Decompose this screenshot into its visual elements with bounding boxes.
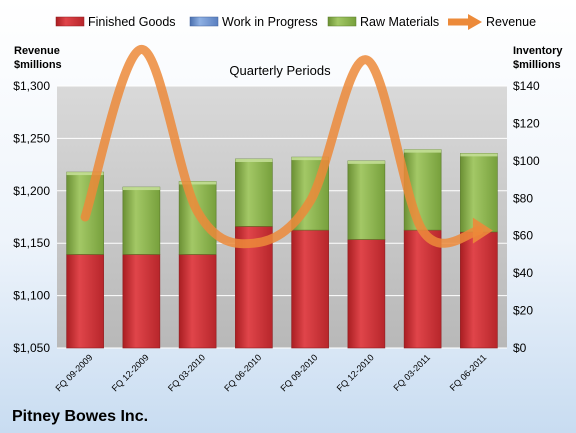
bar-raw-materials-cap	[235, 158, 273, 162]
legend-label-revenue: Revenue	[486, 15, 536, 29]
bar-raw-materials-cap	[66, 172, 104, 176]
left-tick-label: $1,200	[13, 184, 50, 198]
legend-label-raw-materials: Raw Materials	[360, 15, 439, 29]
bar-raw-materials-cap	[179, 181, 217, 185]
bar-finished-goods	[291, 229, 329, 349]
left-tick-label: $1,250	[13, 131, 50, 145]
bar-raw-materials-cap	[122, 187, 160, 191]
right-axis-title-line2: $millions	[513, 59, 561, 71]
bar-raw-materials	[460, 153, 498, 233]
legend-swatch-work-in-progress	[189, 16, 219, 27]
legend-item-work-in-progress: Work in Progress	[189, 15, 318, 29]
bar-raw-materials-cap	[404, 149, 442, 153]
left-axis-title-line1: Revenue	[14, 45, 60, 57]
right-tick-label: $40	[513, 266, 533, 280]
x-tick-label: FQ 09-2009	[54, 352, 95, 393]
legend-item-finished-goods: Finished Goods	[55, 15, 176, 29]
legend-swatch-raw-materials	[327, 16, 357, 27]
right-tick-label: $100	[513, 154, 540, 168]
x-tick-label: FQ 12-2009	[110, 352, 151, 393]
x-tick-label: FQ 03-2010	[166, 352, 207, 393]
right-tick-label: $80	[513, 191, 533, 205]
legend-item-revenue: Revenue	[448, 14, 536, 30]
legend-swatch-finished-goods	[55, 16, 85, 27]
revenue-series	[80, 44, 493, 249]
right-axis-ticks: $0 $20 $40 $60 $80 $100 $120 $140	[513, 79, 540, 355]
bar-raw-materials-cap	[460, 153, 498, 157]
bar-raw-materials-cap	[347, 160, 385, 164]
legend-label-finished-goods: Finished Goods	[88, 15, 176, 29]
right-tick-label: $0	[513, 341, 527, 355]
x-axis-ticks: FQ 09-2009 FQ 12-2009 FQ 03-2010 FQ 06-2010…	[54, 352, 489, 393]
left-axis-ticks: $1,050 $1,100 $1,150 $1,200 $1,250 $1,300	[13, 79, 50, 355]
bar-raw-materials	[235, 158, 273, 227]
legend-swatch-revenue-arrow	[468, 14, 482, 30]
right-tick-label: $140	[513, 79, 540, 93]
x-tick-label: FQ 06-2010	[222, 352, 263, 393]
left-axis-title-line2: $millions	[14, 59, 62, 71]
x-tick-label: FQ 03-2011	[391, 352, 432, 393]
legend-item-raw-materials: Raw Materials	[327, 15, 439, 29]
revenue-line	[80, 44, 484, 249]
right-axis-title-line1: Inventory	[513, 45, 563, 57]
bar-raw-materials-cap	[291, 157, 329, 161]
chart-title: Quarterly Periods	[229, 63, 331, 78]
right-tick-label: $20	[513, 304, 533, 318]
bars	[66, 149, 498, 349]
bar-finished-goods	[460, 231, 498, 349]
bar-finished-goods	[403, 229, 442, 349]
left-tick-label: $1,050	[13, 341, 50, 355]
legend-label-work-in-progress: Work in Progress	[222, 15, 318, 29]
x-tick-label: FQ 12-2010	[335, 352, 376, 393]
x-tick-label: FQ 06-2011	[448, 352, 489, 393]
legend: Finished Goods Work in Progress Raw Mate…	[55, 14, 536, 30]
x-tick-label: FQ 09-2010	[279, 352, 320, 393]
left-tick-label: $1,300	[13, 79, 50, 93]
revenue-arrowhead	[472, 217, 493, 244]
bar-finished-goods	[178, 254, 217, 349]
left-tick-label: $1,100	[13, 289, 50, 303]
bar-finished-goods	[66, 254, 104, 349]
bar-raw-materials	[122, 186, 161, 255]
left-tick-label: $1,150	[13, 236, 50, 250]
bar-finished-goods	[347, 239, 386, 349]
bar-finished-goods	[122, 254, 161, 349]
right-tick-label: $120	[513, 116, 540, 130]
right-tick-label: $60	[513, 229, 533, 243]
company-name: Pitney Bowes Inc.	[12, 408, 148, 425]
bar-raw-materials	[347, 160, 386, 240]
